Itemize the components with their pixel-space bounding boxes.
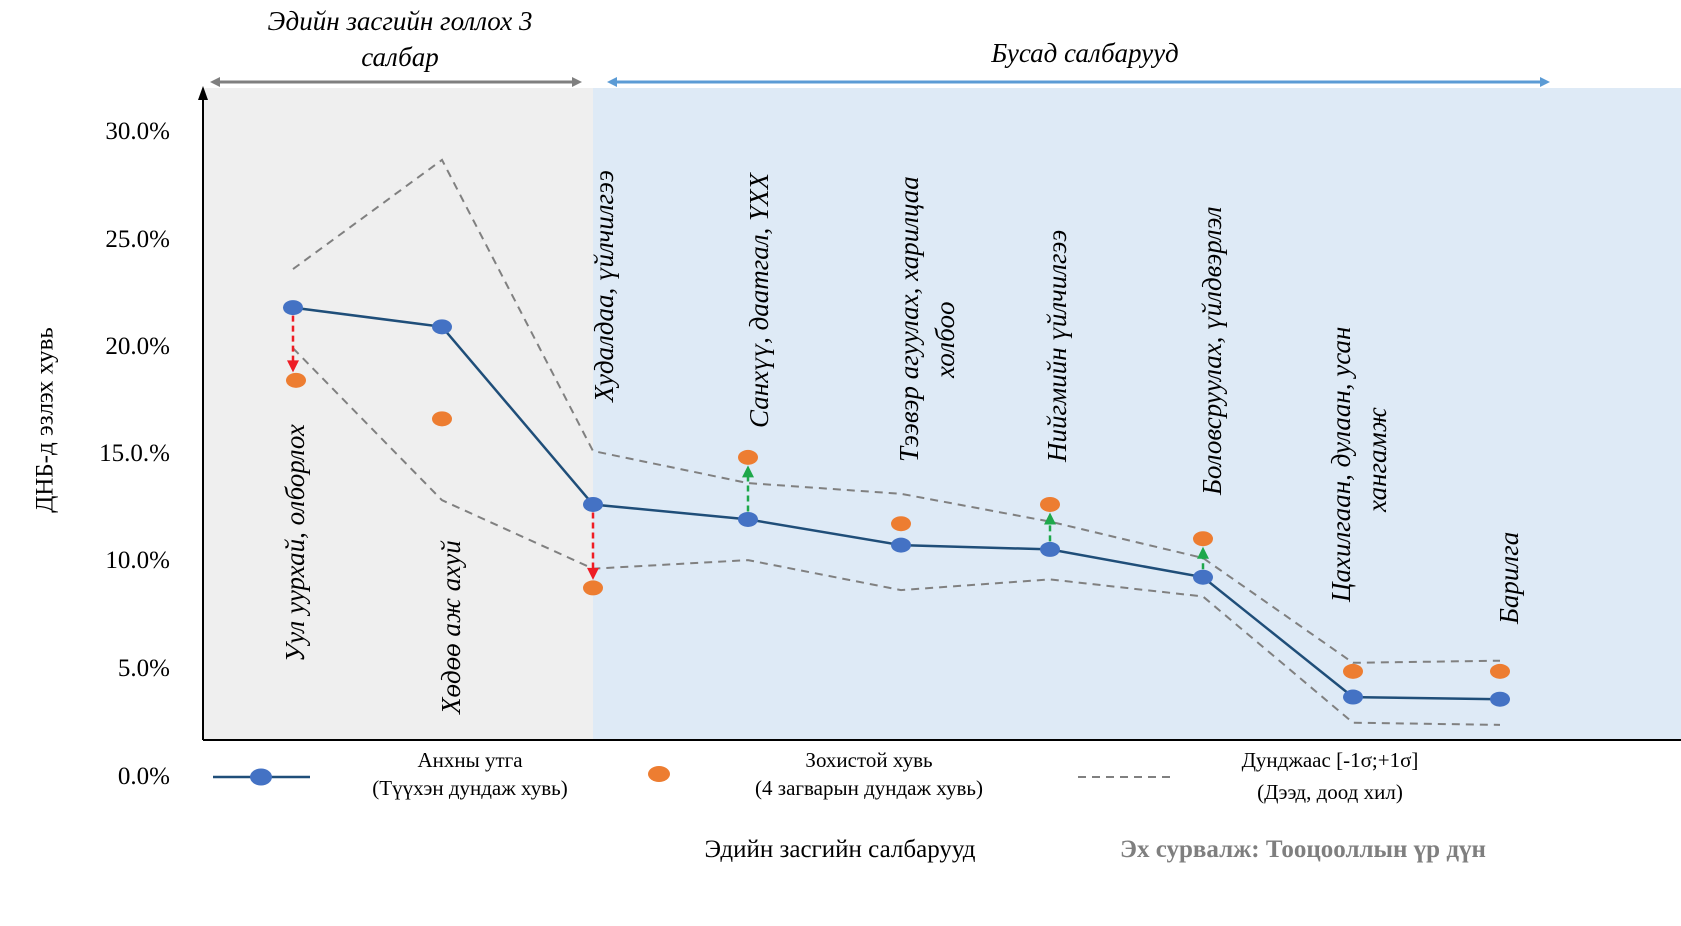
legend-optimal-marker (648, 766, 670, 782)
legend-optimal-label: Зохистой хувь (805, 748, 932, 772)
y-tick-label: 15.0.% (99, 440, 170, 467)
category-label: Барилга (1494, 532, 1524, 625)
optimal-point (738, 449, 758, 465)
category-labels: Уул уурхай, олборлох Хөдөө аж ахуй Худалда… (280, 170, 1524, 715)
lower-band-line (292, 347, 1501, 726)
actual-point (1343, 689, 1363, 705)
optimal-point (891, 516, 911, 532)
region-label-main-line2: салбар (361, 42, 438, 72)
optimal-point (432, 411, 452, 427)
category-label: Тээвэр агуулах, харилцаа (894, 176, 924, 462)
y-tick-label: 30.0% (105, 118, 170, 145)
band-lines (292, 158, 1501, 726)
category-label: хангамж (1362, 407, 1392, 513)
category-label: Худалдаа, үйлчилгээ (589, 170, 619, 403)
upper-band-line (292, 158, 1501, 664)
change-arrows (287, 315, 1209, 580)
legend-actual-marker (250, 768, 272, 786)
x-axis-title: Эдийн засгийн салбарууд (704, 836, 975, 863)
category-label: холбоо (930, 302, 960, 379)
category-label: Уул уурхай, олборлох (280, 424, 310, 662)
legend-actual-sublabel: (Түүхэн дундаж хувь) (372, 776, 567, 800)
actual-point (738, 511, 758, 527)
change-arrow-head (1197, 546, 1209, 559)
category-label: Боловсруулах, үйлдвэрлэл (1197, 207, 1227, 496)
region-label-other: Бусад салбарууд (990, 38, 1178, 68)
optimal-point (583, 580, 603, 596)
source-note: Эх сурвалж: Тооцооллын үр дүн (1120, 836, 1486, 863)
optimal-point (1490, 663, 1510, 679)
legend-actual-label: Анхны утга (417, 748, 523, 772)
optimal-series (286, 372, 1510, 679)
change-arrow-head (287, 360, 299, 373)
legend-band-sublabel: (Дээд, доод хил) (1257, 780, 1403, 804)
actual-point (432, 319, 452, 335)
actual-point (1490, 691, 1510, 707)
region-background-main (203, 88, 593, 740)
optimal-point (1343, 663, 1363, 679)
actual-point (1193, 569, 1213, 585)
category-label: Санхүү, даатгал, ҮХХ (744, 171, 774, 428)
category-label: Цахилгаан, дулаан, усан (1326, 327, 1356, 603)
y-tick-label: 10.0% (105, 547, 170, 574)
change-arrow-head (587, 567, 599, 580)
actual-point (583, 496, 603, 512)
y-axis-title: ДНБ-д эзлэх хувь (32, 327, 59, 513)
optimal-point (286, 372, 306, 388)
y-tick-label: 5.0% (118, 655, 170, 682)
actual-point (891, 537, 911, 553)
actual-point (1040, 541, 1060, 557)
legend-optimal-sublabel: (4 загварын дундаж хувь) (755, 776, 983, 800)
legend-band-label: Дунджаас [-1σ;+1σ] (1242, 748, 1419, 772)
region-label-main-line1: Эдийн засгийн голлох 3 (268, 6, 533, 36)
y-tick-label: 20.0% (105, 333, 170, 360)
y-tick-label: 25.0% (105, 226, 170, 253)
y-axis-arrowhead (198, 86, 208, 100)
change-arrow-head (742, 465, 754, 478)
actual-series (283, 300, 1510, 707)
region-background-other (593, 88, 1681, 740)
optimal-point (1193, 531, 1213, 547)
category-label: Нийгмийн үйлчилгээ (1042, 230, 1072, 463)
optimal-point (1040, 496, 1060, 512)
y-tick-labels: 0.0% 5.0% 10.0% 15.0.% 20.0% 25.0% 30.0% (99, 86, 208, 790)
legend: Анхны утга (Түүхэн дундаж хувь) Зохистой… (213, 748, 1418, 804)
category-label: Хөдөө аж ахуй (436, 540, 466, 715)
actual-point (283, 300, 303, 316)
change-arrow-head (1044, 512, 1056, 525)
y-tick-label: 0.0% (118, 763, 170, 790)
